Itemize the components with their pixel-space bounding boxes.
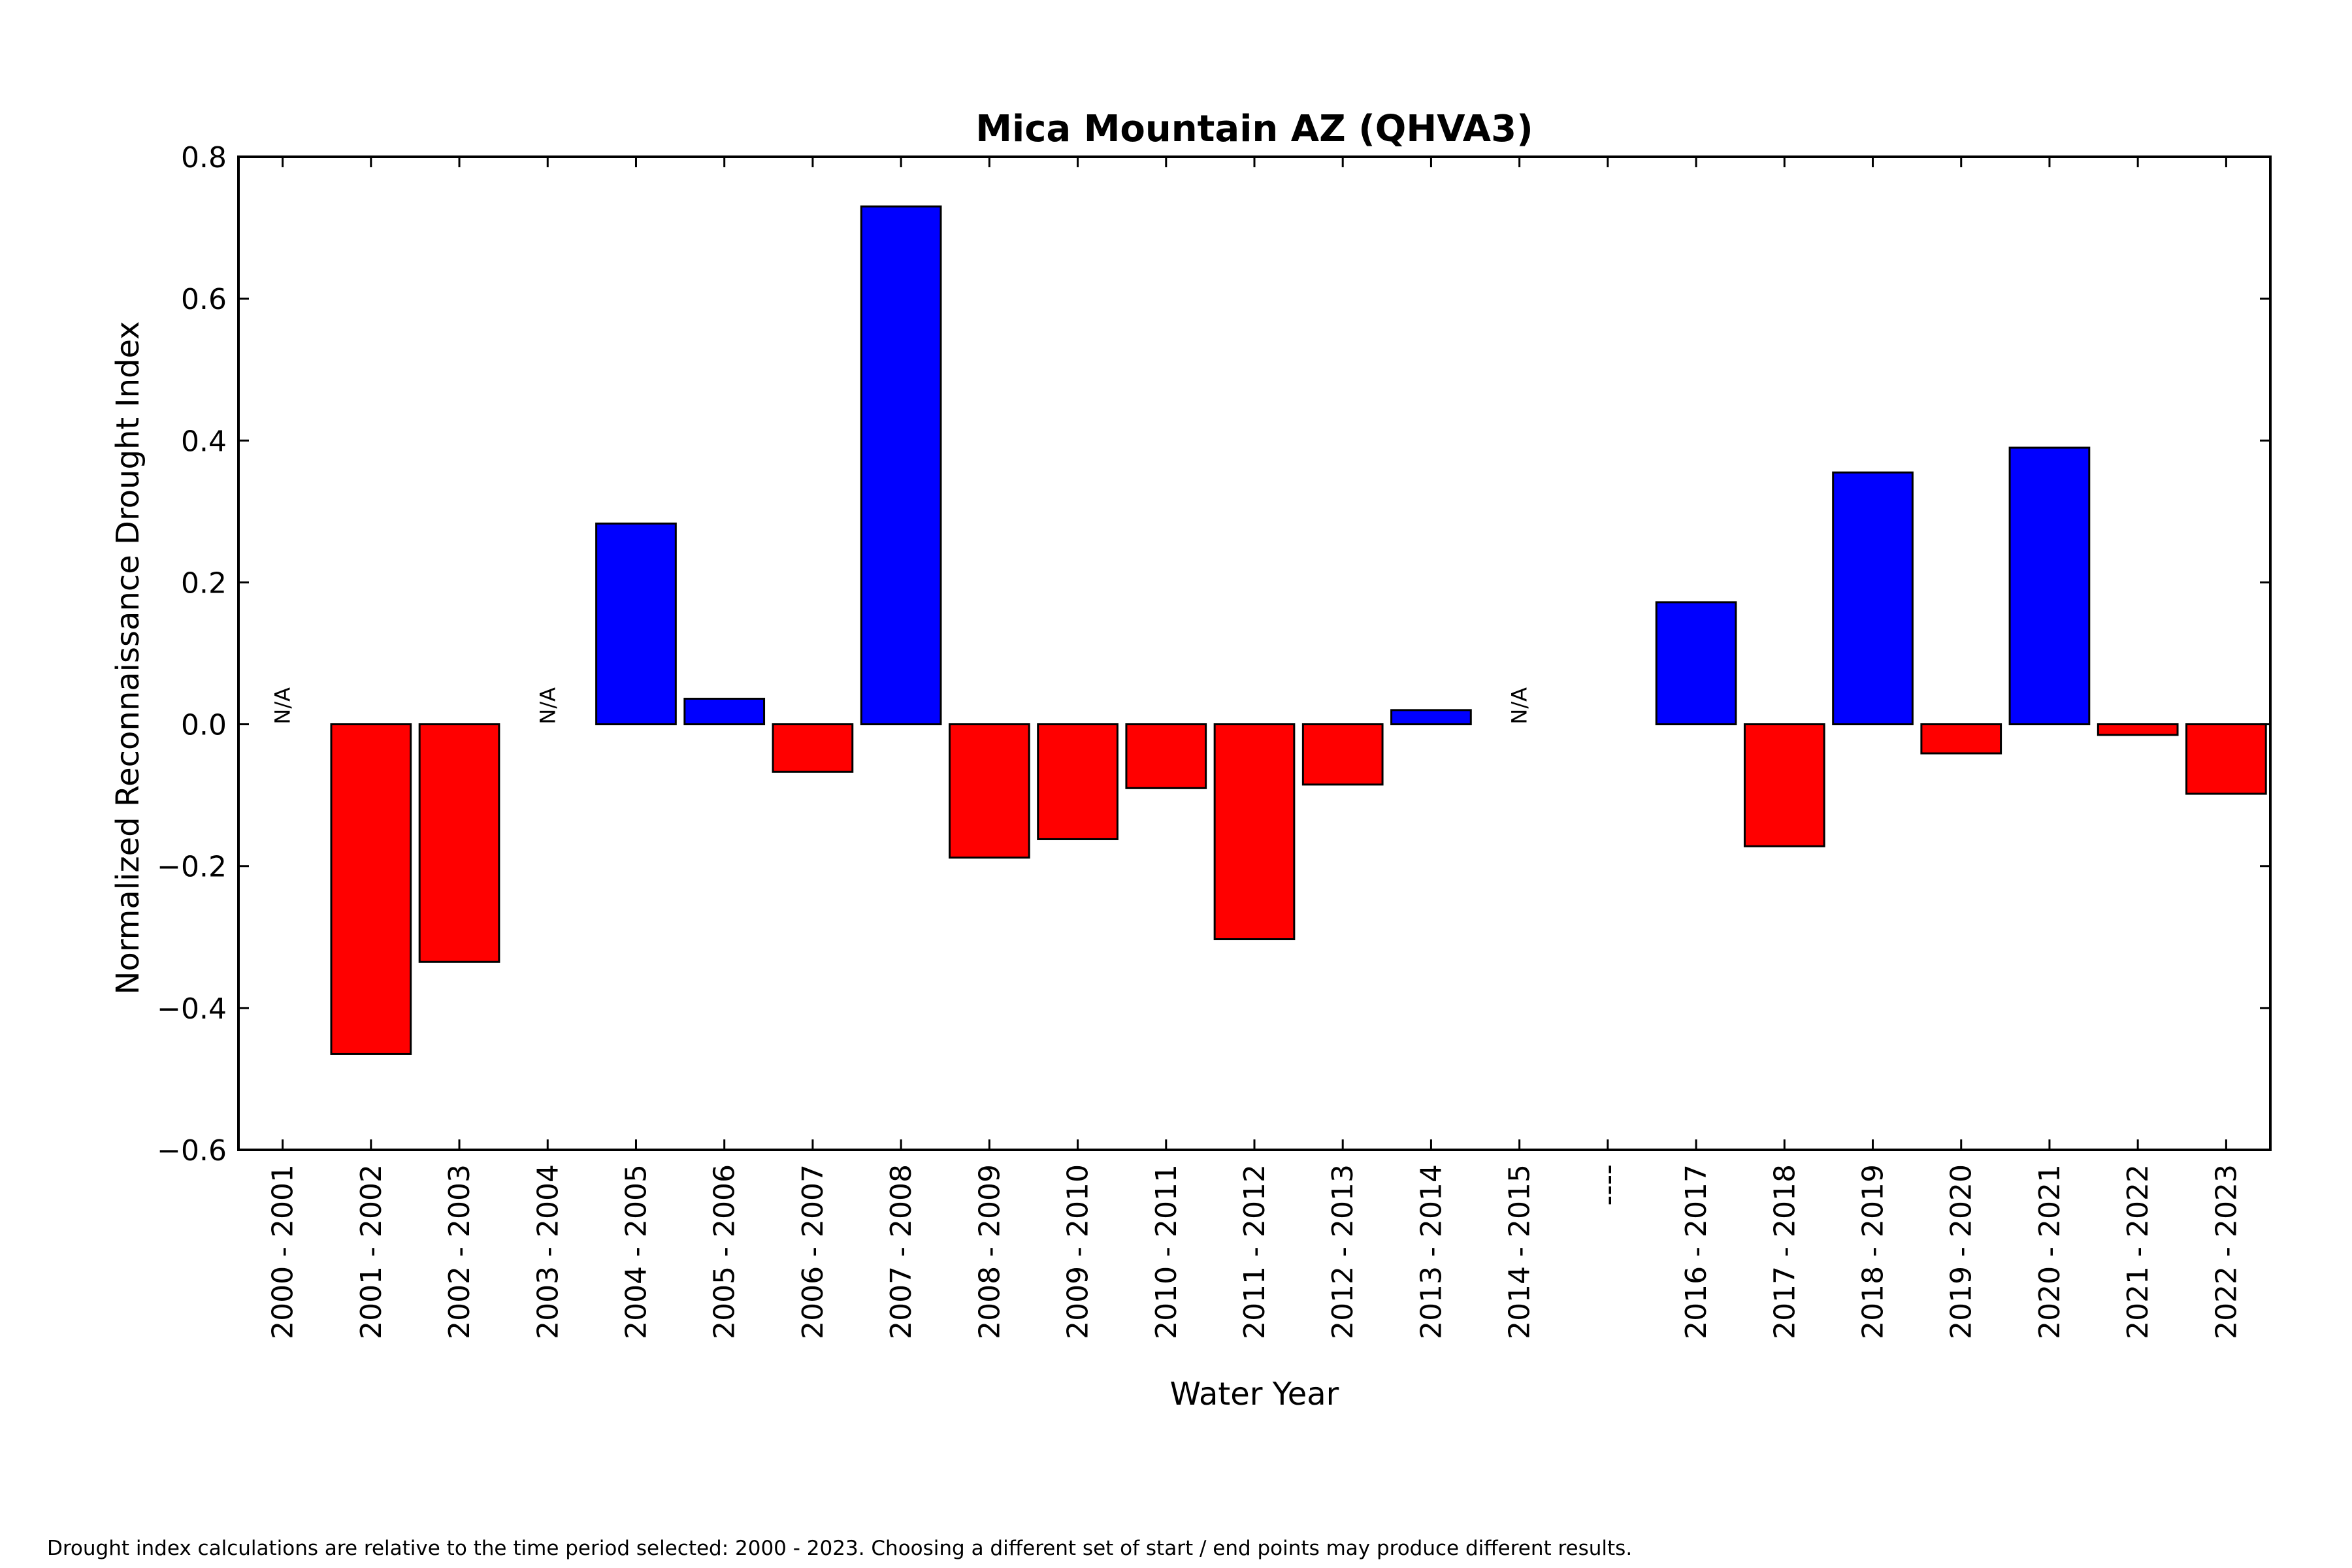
x-tick-label-2: 2002 - 2003 (443, 1164, 476, 1339)
ticks-group (238, 155, 2270, 1151)
x-tick-label-20: 2020 - 2021 (2033, 1164, 2066, 1339)
y-tick-label-3: 0.0 (181, 709, 227, 742)
x-tick-label-8: 2008 - 2009 (973, 1164, 1006, 1339)
bar-19 (1920, 723, 2002, 755)
bar-11 (1213, 723, 1296, 941)
bar-2 (418, 723, 500, 963)
bar-8 (949, 723, 1030, 859)
bar-21 (2097, 723, 2179, 736)
x-tick-label-15: ---- (1592, 1164, 1625, 1206)
bar-16 (1655, 601, 1737, 726)
x-tick-label-22: 2022 - 2023 (2210, 1164, 2243, 1339)
bar-17 (1743, 723, 1825, 847)
na-label-3: N/A (535, 687, 560, 725)
bar-6 (772, 723, 854, 773)
x-tick-label-0: 2000 - 2001 (267, 1164, 300, 1339)
x-tick-label-19: 2019 - 2020 (1945, 1164, 1978, 1339)
bar-1 (330, 723, 412, 1055)
x-tick-label-17: 2017 - 2018 (1768, 1164, 1801, 1339)
y-tick-label-6: 0.6 (181, 283, 227, 316)
x-tick-label-3: 2003 - 2004 (531, 1164, 564, 1339)
x-tick-label-5: 2005 - 2006 (708, 1164, 742, 1339)
y-tick-label-4: 0.2 (181, 566, 227, 600)
chart-title: Mica Mountain AZ (QHVA3) (975, 108, 1533, 150)
x-tick-label-21: 2021 - 2022 (2121, 1164, 2155, 1339)
y-tick-label-7: 0.8 (181, 141, 227, 174)
x-tick-label-6: 2006 - 2007 (796, 1164, 830, 1339)
bar-20 (2008, 446, 2091, 726)
bar-22 (2185, 723, 2267, 795)
bar-12 (1301, 723, 1384, 786)
bar-4 (595, 522, 677, 726)
x-tick-label-1: 2001 - 2002 (355, 1164, 388, 1339)
bar-5 (683, 697, 766, 726)
x-tick-label-7: 2007 - 2008 (885, 1164, 918, 1339)
x-tick-label-4: 2004 - 2005 (619, 1164, 653, 1339)
bars-group (330, 205, 2267, 1055)
x-tick-label-14: 2014 - 2015 (1503, 1164, 1537, 1339)
x-axis-label: Water Year (1170, 1376, 1339, 1413)
na-label-14: N/A (1507, 687, 1532, 725)
y-tick-label-2: −0.2 (157, 851, 227, 884)
y-tick-label-1: −0.4 (157, 992, 227, 1026)
bar-13 (1390, 709, 1472, 726)
y-tick-label-5: 0.4 (181, 425, 227, 458)
x-tick-label-13: 2013 - 2014 (1414, 1164, 1448, 1339)
y-axis-label: Normalized Reconnaissance Drought Index (110, 321, 146, 994)
x-tick-label-11: 2011 - 2012 (1238, 1164, 1271, 1339)
x-tick-label-9: 2009 - 2010 (1062, 1164, 1095, 1339)
x-tick-label-12: 2012 - 2013 (1326, 1164, 1360, 1339)
bar-10 (1125, 723, 1207, 789)
y-tick-label-0: −0.6 (157, 1134, 227, 1168)
bar-18 (1832, 471, 1914, 726)
na-label-0: N/A (270, 687, 295, 725)
x-tick-label-10: 2010 - 2011 (1150, 1164, 1183, 1339)
x-tick-label-18: 2018 - 2019 (1857, 1164, 1890, 1339)
plot-frame (237, 155, 2272, 1151)
footnote: Drought index calculations are relative … (47, 1537, 1633, 1560)
bar-7 (860, 205, 942, 726)
labels-group: N/A N/A N/A −0.6 −0.4 −0.2 0.0 0.2 0.4 0.6 0.8 2000… (157, 141, 2243, 1339)
x-tick-label-16: 2016 - 2017 (1680, 1164, 1713, 1339)
bar-9 (1037, 723, 1119, 840)
